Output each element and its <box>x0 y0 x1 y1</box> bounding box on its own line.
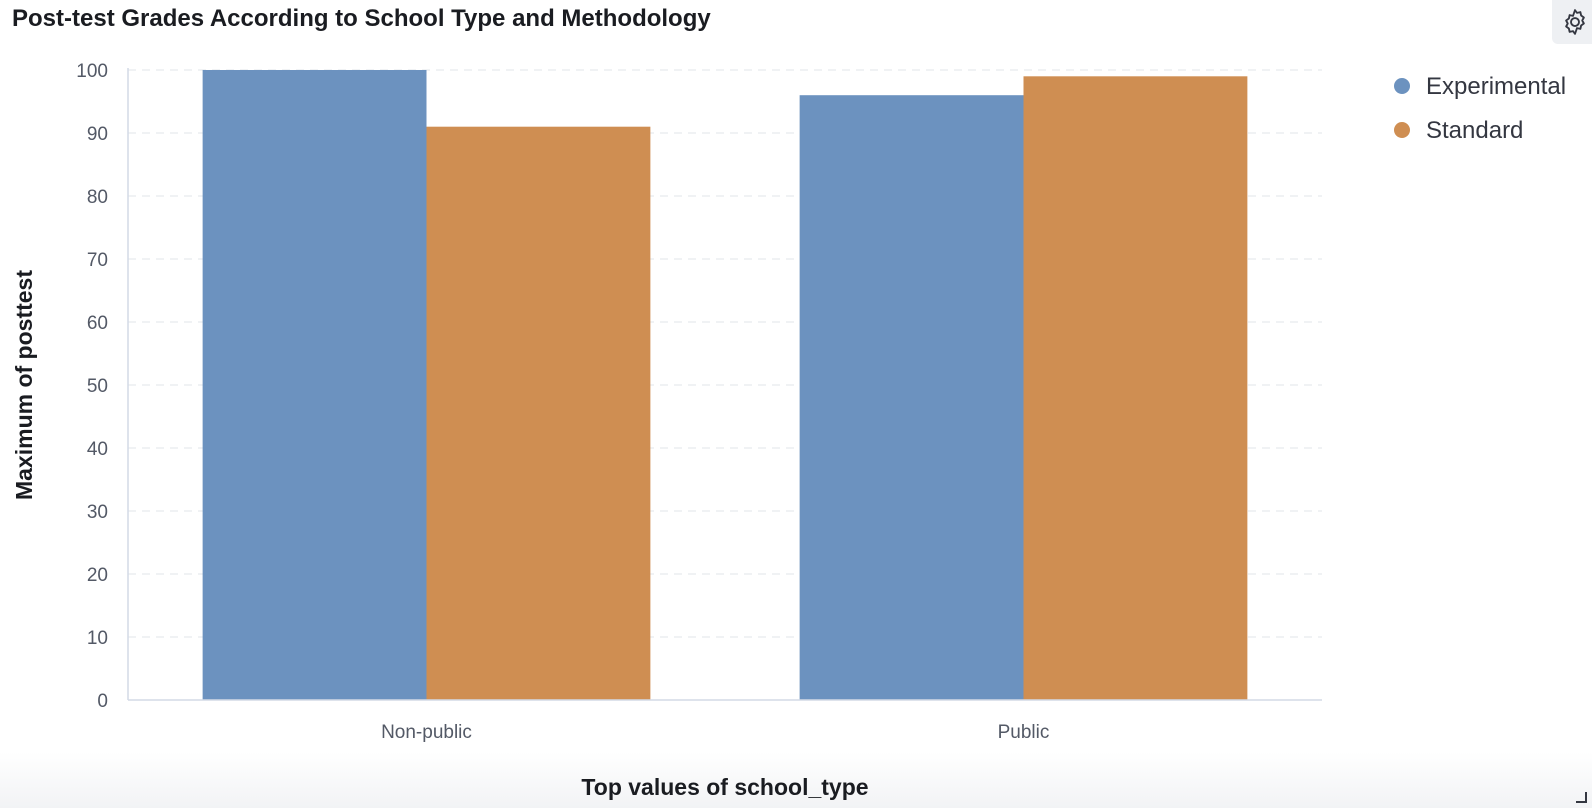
bar-experimental-non-public[interactable] <box>202 70 427 700</box>
legend: Experimental Standard <box>1394 73 1566 144</box>
bar-standard-public[interactable] <box>1023 76 1248 701</box>
resize-corner-icon[interactable] <box>1574 790 1588 804</box>
y-axis-title: Maximum of posttest <box>11 270 37 500</box>
y-tick-label: 0 <box>97 691 108 712</box>
panel-footer <box>0 752 1592 808</box>
y-tick-labels: 0 10 20 30 40 50 60 70 80 90 100 <box>76 61 108 712</box>
y-tick-label: 30 <box>87 502 108 523</box>
y-tick-label: 10 <box>87 628 108 649</box>
x-tick-label: Public <box>998 722 1050 743</box>
axes <box>127 68 1322 701</box>
bar-experimental-public[interactable] <box>799 95 1024 700</box>
y-tick-label: 40 <box>87 439 108 460</box>
legend-swatch <box>1394 78 1410 94</box>
legend-label: Standard <box>1426 117 1523 144</box>
y-tick-label: 50 <box>87 376 108 397</box>
y-tick-label: 100 <box>76 61 108 82</box>
bar-standard-non-public[interactable] <box>426 126 651 700</box>
chart-title: Post-test Grades According to School Typ… <box>12 5 711 32</box>
legend-item-experimental[interactable]: Experimental <box>1394 73 1566 100</box>
legend-item-standard[interactable]: Standard <box>1394 117 1523 144</box>
legend-swatch <box>1394 122 1410 138</box>
bars <box>202 70 1248 701</box>
y-tick-label: 20 <box>87 565 108 586</box>
y-tick-label: 80 <box>87 187 108 208</box>
x-tick-labels: Non-public Public <box>381 722 1049 743</box>
settings-button[interactable] <box>1552 0 1592 44</box>
gear-icon <box>1565 9 1585 35</box>
legend-label: Experimental <box>1426 73 1566 100</box>
y-tick-label: 60 <box>87 313 108 334</box>
x-axis-title: Top values of school_type <box>581 774 868 800</box>
y-tick-label: 70 <box>87 250 108 271</box>
y-tick-label: 90 <box>87 124 108 145</box>
x-tick-label: Non-public <box>381 722 472 743</box>
